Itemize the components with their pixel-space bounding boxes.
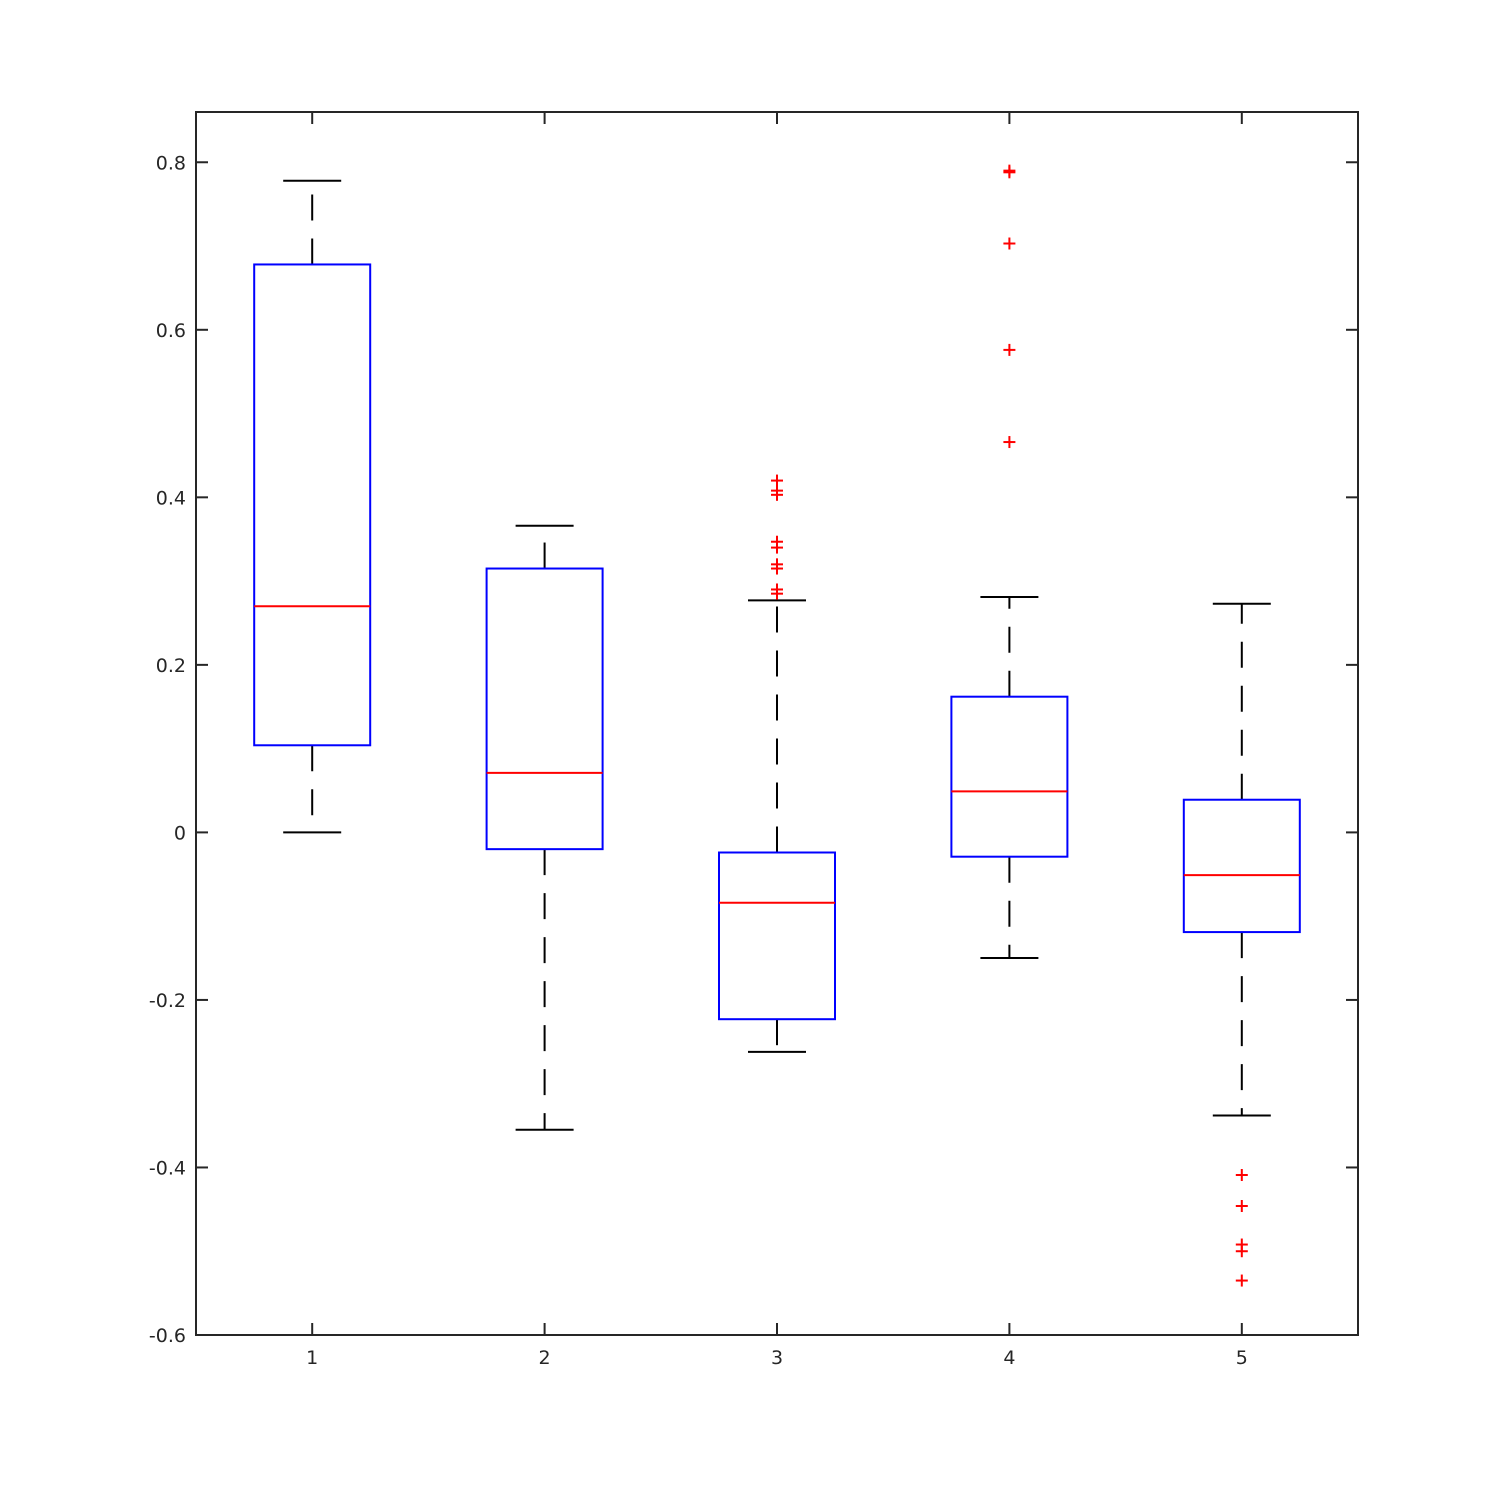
box-group-1	[253, 179, 372, 834]
box-group-5	[1182, 602, 1301, 1287]
box-group-2	[485, 524, 604, 1131]
box-iqr	[485, 567, 604, 851]
outlier-marker	[1003, 237, 1016, 250]
y-tick-label: 0.8	[156, 152, 186, 174]
outlier-marker	[771, 535, 783, 548]
outlier-marker	[1235, 1169, 1248, 1182]
boxes-layer	[253, 164, 1301, 1287]
axis-ticks: -0.6 -0.4 -0.2 0 0.2 0.4 0.6 0.8 1 2 3 4 5	[149, 112, 1358, 1369]
box-group-3	[718, 474, 836, 1053]
outlier-marker	[771, 558, 783, 571]
outlier-marker	[771, 583, 783, 596]
y-tick-label: -0.2	[149, 990, 186, 1012]
outlier-marker	[771, 484, 783, 497]
x-tick-label: 3	[771, 1347, 783, 1369]
plot-area-frame	[195, 111, 1359, 1336]
outlier-marker	[1235, 1199, 1248, 1212]
box-group-4	[950, 164, 1069, 960]
x-tick-label: 2	[539, 1347, 551, 1369]
box-iqr	[950, 695, 1069, 858]
outlier-marker	[1003, 436, 1016, 449]
y-tick-label: -0.4	[149, 1157, 186, 1179]
y-tick-label: 0.2	[156, 655, 186, 677]
outlier-marker	[771, 474, 783, 487]
x-tick-label: 4	[1003, 1347, 1015, 1369]
box-iqr	[253, 263, 372, 747]
y-tick-label: 0.4	[156, 487, 186, 509]
box-iqr	[1182, 798, 1301, 934]
y-tick-label: -0.6	[149, 1325, 186, 1347]
x-tick-label: 1	[306, 1347, 318, 1369]
y-tick-label: 0	[174, 822, 186, 844]
outlier-marker	[1003, 343, 1016, 356]
x-tick-label: 5	[1236, 1347, 1248, 1369]
outlier-marker	[1003, 164, 1016, 177]
y-tick-label: 0.6	[156, 320, 186, 342]
outlier-marker	[1235, 1245, 1248, 1258]
outlier-marker	[1235, 1274, 1248, 1287]
box-iqr	[718, 851, 836, 1021]
